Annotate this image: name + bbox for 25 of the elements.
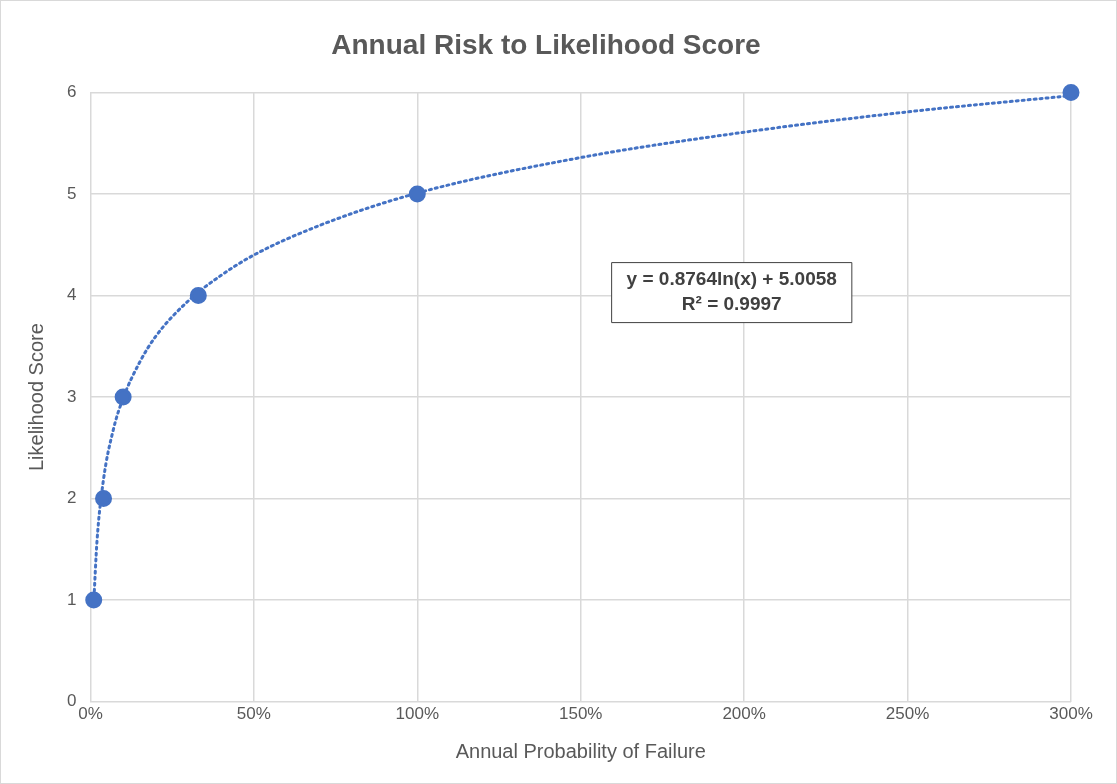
point <box>1062 84 1080 102</box>
point <box>95 490 113 508</box>
point <box>189 287 207 305</box>
annotation: R² = 0.9997 <box>681 293 782 315</box>
point <box>408 185 426 203</box>
point <box>85 591 103 609</box>
x-tick-label: 150% <box>558 704 603 724</box>
y-tick-label: 3 <box>66 386 77 406</box>
y-tick-label: 6 <box>66 82 77 102</box>
x-axis-title: Annual Probability of Failure <box>455 739 706 762</box>
x-tick-label: 50% <box>236 704 271 724</box>
y-tick-label: 1 <box>66 589 77 609</box>
point <box>114 388 132 406</box>
y-tick-label: 2 <box>66 488 77 508</box>
x-tick-label: 100% <box>395 704 440 724</box>
x-tick-label: 300% <box>1049 704 1093 724</box>
chart-title: Annual Risk to Likelihood Score <box>331 28 761 60</box>
y-tick-label: 5 <box>66 183 77 203</box>
x-tick-label: 250% <box>885 704 930 724</box>
y-axis-title: Likelihood Score <box>24 323 47 472</box>
y-tick-label: 4 <box>66 285 77 305</box>
x-tick-label: 200% <box>722 704 766 724</box>
annotation: y = 0.8764ln(x) + 5.0058 <box>626 268 837 290</box>
y-tick-label: 0 <box>66 691 77 711</box>
x-tick-label: 0% <box>78 704 103 724</box>
